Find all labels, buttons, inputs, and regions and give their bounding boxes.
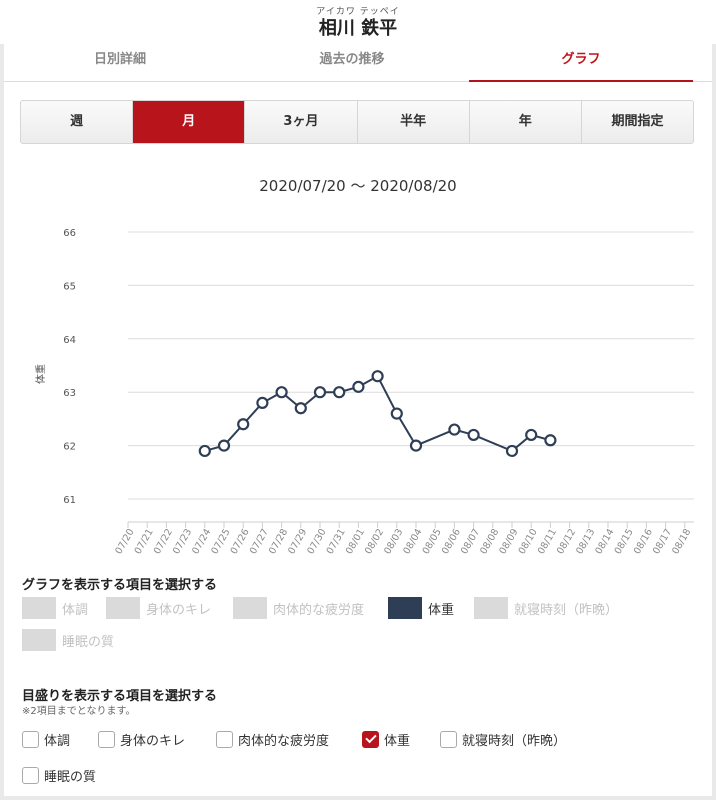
legend-swatch [233, 597, 267, 619]
scale-checkbox-physical-fatigue[interactable]: 肉体的な疲労度 [216, 728, 329, 750]
legend-swatch [474, 597, 508, 619]
period-year-button[interactable]: 年 [470, 101, 582, 143]
legend-label: 睡眠の質 [62, 634, 115, 650]
legend-label: 体調 [62, 602, 89, 618]
data-point [256, 396, 269, 409]
y-tick-label: 65 [63, 281, 76, 292]
graph-toggle-bedtime[interactable]: 就寝時刻（昨晩） [474, 596, 618, 620]
data-point [313, 386, 327, 399]
data-point [275, 386, 288, 399]
checkbox-label: 体調 [44, 733, 71, 749]
data-point [371, 370, 384, 383]
period-selector: 週 月 3ヶ月 半年 年 期間指定 [20, 100, 694, 144]
checkbox-label: 肉体的な疲労度 [238, 733, 330, 749]
period-halfyear-button[interactable]: 半年 [358, 101, 470, 143]
graph-toggle-body-sharpness[interactable]: 身体のキレ [106, 596, 211, 620]
legend-label: 体重 [428, 602, 455, 618]
period-custom-button[interactable]: 期間指定 [611, 114, 664, 129]
data-point [409, 439, 423, 452]
checkbox-empty-icon[interactable] [22, 766, 39, 784]
scale-select-note: ※2項目までとなります。 [22, 706, 136, 717]
checkbox-empty-icon[interactable] [22, 730, 39, 748]
checkbox-label: 就寝時刻（昨晩） [462, 733, 567, 749]
series-line [204, 374, 551, 453]
data-point [467, 428, 480, 442]
period-month-button[interactable]: 月 [133, 101, 246, 143]
graph-toggle-condition[interactable]: 体調 [22, 596, 88, 620]
period-3month-button[interactable]: 3ヶ月 [245, 101, 358, 143]
date-range-label: 2020/07/20 〜 2020/08/20 [259, 177, 457, 195]
tab-daily-detail[interactable]: 日別詳細 [93, 52, 146, 67]
graph-panel: 日別詳細 過去の推移 グラフ 週 月 3ヶ月 半年 年 期間指定 2020/07… [4, 44, 712, 796]
scale-checkbox-weight[interactable]: 体重 [362, 728, 410, 750]
checkbox-checked-icon[interactable] [362, 730, 379, 748]
data-point [448, 423, 461, 436]
checkbox-empty-icon[interactable] [216, 730, 233, 748]
scale-checkbox-condition[interactable]: 体調 [22, 728, 70, 750]
legend-label: 就寝時刻（昨晩） [514, 602, 619, 618]
scale-select-title: 目盛りを表示する項目を選択する [22, 689, 218, 704]
legend-swatch [22, 597, 56, 619]
profile-header: アイカワ テッペイ 相川 鉄平 [0, 0, 716, 44]
data-point [217, 439, 231, 452]
scale-checkbox-bedtime[interactable]: 就寝時刻（昨晩） [440, 728, 566, 750]
checkbox-label: 睡眠の質 [44, 769, 97, 785]
data-point [352, 380, 365, 393]
data-point [390, 407, 403, 420]
x-tick-label: 08/18 [670, 527, 693, 556]
data-point [294, 402, 307, 415]
name-ruby: アイカワ テッペイ [316, 7, 400, 17]
y-tick-label: 66 [63, 228, 76, 239]
legend-swatch [106, 597, 140, 619]
athlete-name: 相川 鉄平 [318, 18, 398, 39]
data-point [237, 418, 250, 431]
graph-toggle-sleep-quality[interactable]: 睡眠の質 [22, 628, 114, 652]
y-tick-label: 61 [63, 495, 76, 506]
legend-label: 肉体的な疲労度 [273, 602, 365, 618]
graph-toggle-physical-fatigue[interactable]: 肉体的な疲労度 [233, 596, 364, 620]
tab-graph[interactable]: グラフ [469, 44, 693, 82]
y-axis-label: 体重 [34, 364, 47, 384]
legend-swatch [22, 629, 56, 651]
data-point [505, 444, 519, 458]
legend-swatch [388, 597, 422, 619]
checkbox-empty-icon[interactable] [440, 730, 457, 748]
view-tabs: 日別詳細 過去の推移 グラフ [4, 44, 712, 82]
checkbox-empty-icon[interactable] [98, 730, 115, 748]
tab-past-trend[interactable]: 過去の推移 [319, 52, 385, 67]
period-week-button[interactable]: 週 [21, 101, 134, 143]
data-point [333, 386, 346, 399]
scale-checkbox-body-sharpness[interactable]: 身体のキレ [98, 728, 185, 750]
checkbox-label: 体重 [384, 733, 411, 749]
checkbox-label: 身体のキレ [120, 733, 186, 749]
y-tick-label: 64 [63, 335, 76, 346]
data-point [525, 428, 538, 442]
y-tick-label: 62 [63, 442, 76, 453]
graph-toggle-weight[interactable]: 体重 [388, 596, 454, 620]
graph-select-title: グラフを表示する項目を選択する [22, 578, 218, 593]
legend-label: 身体のキレ [146, 602, 212, 618]
data-point [198, 444, 211, 458]
y-tick-label: 63 [63, 388, 76, 399]
data-point [544, 434, 557, 447]
weight-line-chart: 61626364656607/2007/2107/2207/2307/2407/… [34, 228, 694, 556]
scale-checkbox-sleep-quality[interactable]: 睡眠の質 [22, 764, 96, 786]
